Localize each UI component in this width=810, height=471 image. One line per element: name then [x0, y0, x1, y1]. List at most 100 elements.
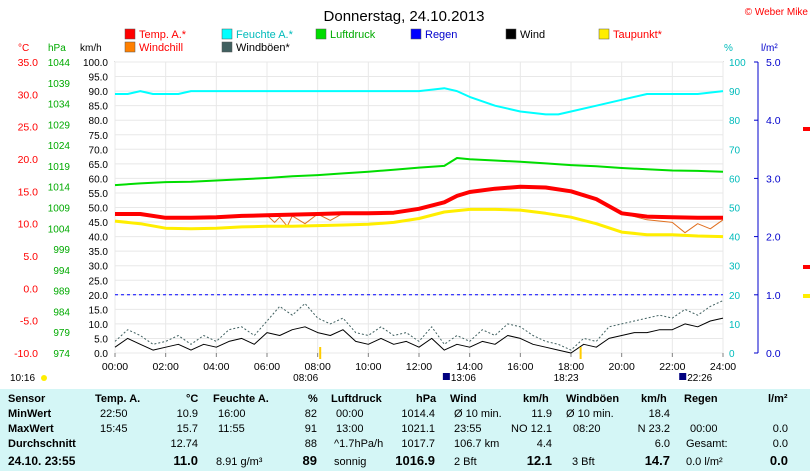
tick-label-temp: 30.0 [18, 89, 39, 101]
axis-ticks: 100.095.090.085.080.075.070.065.060.055.… [14, 57, 781, 373]
tick-label-wind: 85.0 [89, 102, 109, 113]
tick-label-humidity: 90 [729, 87, 741, 98]
stat-press-weather-text: sonnig [334, 456, 367, 468]
sun-time-label: 18:23 [554, 373, 579, 384]
legend-swatch [124, 28, 136, 40]
axis-unit-pressure: hPa [48, 43, 66, 54]
tick-label-pressure: 1004 [48, 224, 71, 235]
stat-hum-max-time: 11:55 [218, 423, 245, 435]
stat-hum-absolute: 8.91 g/m³ [216, 456, 263, 468]
tick-label-x: 10:00 [355, 361, 381, 373]
tick-label-temp: 10.0 [18, 219, 39, 231]
tick-label-x: 16:00 [507, 361, 533, 373]
tick-label-temp: 25.0 [18, 122, 39, 134]
tick-label-temp: -10.0 [14, 348, 38, 360]
stat-temp-max-time: 15:45 [100, 423, 128, 435]
tick-label-pressure: 989 [53, 287, 70, 298]
tick-label-pressure: 979 [53, 328, 70, 339]
moon-time-label: 13:06 [451, 373, 476, 384]
tick-label-rain: 4.0 [766, 115, 781, 127]
tick-label-wind: 50.0 [89, 204, 109, 215]
tick-label-wind: 60.0 [89, 174, 109, 185]
tick-label-temp: 20.0 [18, 154, 39, 166]
sun-icon [41, 375, 47, 381]
stat-hum-min-time: 16:00 [218, 408, 246, 420]
tick-label-humidity: 0 [729, 349, 735, 360]
tick-label-temp: 15.0 [18, 186, 39, 198]
tick-label-humidity: 50 [729, 204, 741, 215]
tick-label-wind: 5.0 [94, 334, 108, 345]
tick-label-x: 18:00 [558, 361, 584, 373]
axis-unit-rain: l/m² [761, 43, 778, 54]
stat-press-trend: ^1.7hPa/h [334, 438, 384, 450]
tick-label-x: 22:00 [659, 361, 685, 373]
tick-label-wind: 10.0 [89, 320, 109, 331]
tick-label-wind: 30.0 [89, 262, 109, 273]
series-line [114, 157, 724, 187]
tick-label-x: 08:00 [305, 361, 331, 373]
tick-label-x: 20:00 [609, 361, 635, 373]
credit-text: © Weber Mike [745, 7, 809, 18]
legend-swatch [221, 41, 233, 53]
moon-icon [442, 373, 450, 380]
tick-label-wind: 80.0 [89, 116, 109, 127]
stat-wind-avg10-value: 11.9 [531, 408, 552, 420]
tick-label-wind: 40.0 [89, 233, 109, 244]
legend-swatch [124, 41, 136, 53]
tick-label-temp: 0.0 [23, 283, 38, 295]
stat-temp-max-value: 15.7 [176, 423, 198, 435]
grid-lines [114, 61, 724, 354]
moon-time-label: 22:26 [687, 373, 712, 384]
tick-label-x: 12:00 [406, 361, 432, 373]
tick-label-wind: 70.0 [89, 145, 109, 156]
tick-label-pressure: 1029 [48, 120, 71, 131]
tick-label-x: 14:00 [457, 361, 483, 373]
stat-temp-avg: 12.74 [170, 438, 198, 450]
stat-gust-avg10-label: Ø 10 min. [566, 408, 614, 420]
stat-wind-avg10-label: Ø 10 min. [454, 408, 502, 420]
stat-hum-header: Feuchte A. [213, 393, 269, 405]
tick-label-wind: 20.0 [89, 291, 109, 302]
tick-label-x: 02:00 [153, 361, 179, 373]
series-line [114, 317, 724, 354]
stat-wind-r3-value: 4.4 [536, 438, 552, 450]
legend-swatch [598, 28, 610, 40]
series-line [115, 184, 723, 220]
tick-label-wind: 55.0 [89, 189, 109, 200]
stat-press-min-value: 1014.4 [401, 408, 435, 420]
tick-label-x: 04:00 [203, 361, 229, 373]
stat-hum-now: 89 [302, 453, 317, 468]
stat-wind-header: Wind [450, 393, 477, 405]
tick-label-pressure: 1034 [48, 100, 71, 111]
tick-label-wind: 35.0 [89, 247, 109, 258]
series-line [115, 87, 724, 116]
tick-label-wind: 25.0 [89, 276, 109, 287]
axis-unit-temp: °C [18, 43, 29, 54]
tick-label-temp: -5.0 [20, 316, 38, 328]
left-time-label: 10:16 [10, 373, 35, 384]
stat-temp-unit: °C [186, 393, 199, 405]
tick-label-humidity: 100 [729, 58, 746, 69]
stat-wind-direction: NO 12.1 [511, 423, 552, 435]
tick-label-temp: 5.0 [23, 251, 38, 263]
stat-temp-header: Temp. A. [95, 393, 141, 405]
stat-wind-unit: km/h [523, 393, 549, 405]
tick-label-humidity: 30 [729, 262, 741, 273]
tick-label-pressure: 984 [53, 307, 70, 318]
tick-label-humidity: 40 [729, 233, 741, 244]
legend-label: Temp. A.* [139, 29, 187, 41]
stat-gust-now: 14.7 [644, 453, 670, 468]
stat-rain-amount: 0.0 l/m² [686, 456, 723, 468]
stat-wind-time: 23:55 [454, 423, 482, 435]
tick-label-wind: 90.0 [89, 87, 109, 98]
tick-label-humidity: 20 [729, 291, 741, 302]
tick-label-humidity: 10 [729, 320, 741, 331]
legend-label: Wind [520, 29, 545, 41]
tick-label-pressure: 1044 [48, 58, 71, 69]
stat-gust-r3-value: 6.0 [654, 438, 670, 450]
series-line [114, 207, 724, 239]
tick-label-wind: 65.0 [89, 160, 109, 171]
tick-label-pressure: 1009 [48, 204, 71, 215]
stat-gust-header: Windböen [566, 393, 620, 405]
